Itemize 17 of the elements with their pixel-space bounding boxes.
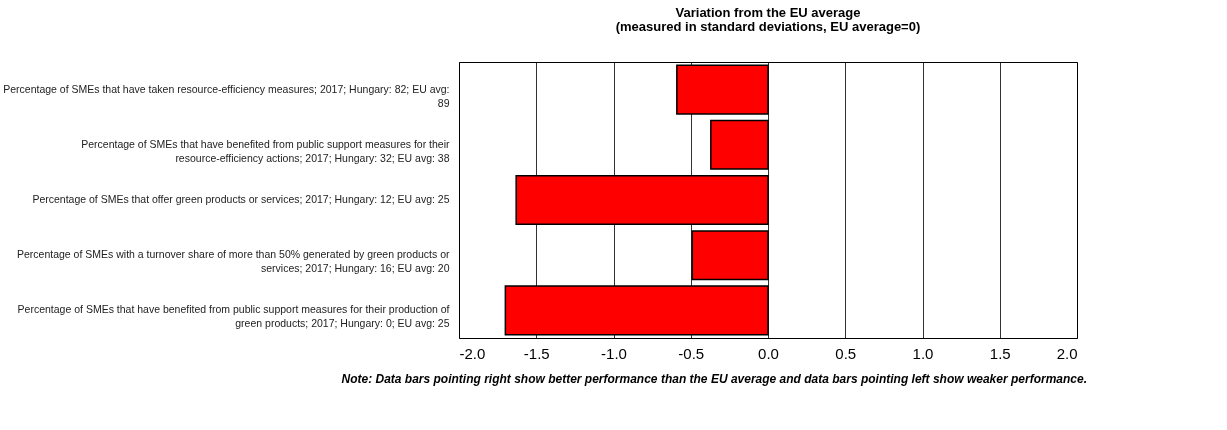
text: Note: Data bars pointing right show better performance than the EU average and data bars pointing left show weaker performance. <box>341 372 1087 386</box>
y-tick-label: Percentage of SMEs that have taken resource-efficiency measures; 2017; Hungary: 82; EU avg: 89 <box>3 82 450 109</box>
x-tick-label: -0.5 <box>678 344 705 362</box>
y-tick-label: Percentage of SMEs that have benefited from public support measures for their resource-efficiency actions; 2017; Hungary: 32; EU avg: 38 <box>81 137 450 164</box>
chart-subtitle: (measured in standard deviations, EU average=0) <box>615 19 921 34</box>
x-tick-label: 2.0 <box>1056 344 1078 362</box>
y-tick-label: Percentage of SMEs that have benefited from public support measures for their production of green products; 2017; Hungary: 0; EU avg: 25 <box>17 303 450 330</box>
x-tick-label: 1.5 <box>989 344 1011 362</box>
x-tick-label: -1.0 <box>601 344 627 362</box>
y-tick-label: Percentage of SMEs with a turnover share of more than 50% generated by green products or services; 2017; Hungary: 16; EU avg: 20 <box>17 248 450 275</box>
x-tick-label: 1.0 <box>912 344 934 362</box>
x-tick-label: 0.0 <box>758 344 779 362</box>
x-tick-label: 0.5 <box>835 344 857 362</box>
y-tick-label: Percentage of SMEs that offer green products or services; 2017; Hungary: 12; EU avg: 25 <box>32 193 450 205</box>
x-tick-label: -1.5 <box>523 344 550 362</box>
x-tick-label: -2.0 <box>459 344 486 362</box>
chart-title: Variation from the EU average <box>675 5 861 20</box>
